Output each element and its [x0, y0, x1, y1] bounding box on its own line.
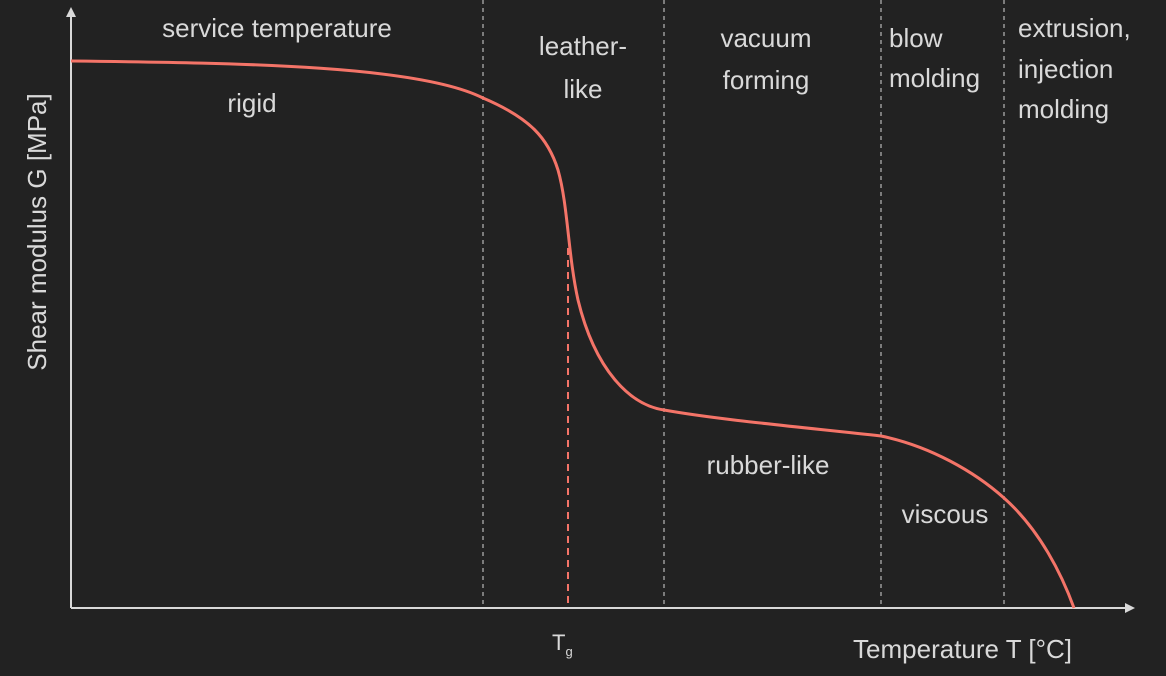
state-label-rubber-like: rubber-like — [707, 450, 830, 480]
tg-label: Tg — [552, 630, 573, 659]
x-axis-label: Temperature T [°C] — [853, 634, 1072, 664]
y-axis-label: Shear modulus G [MPa] — [22, 93, 52, 370]
region-label-service-temperature: service temperature — [162, 13, 392, 43]
region-label-extrusion-line2: injection — [1018, 54, 1113, 84]
region-label-blow-molding-line2: molding — [889, 63, 980, 93]
region-label-vacuum-forming-line2: forming — [723, 65, 810, 95]
region-label-leather-like-line2: like — [563, 74, 602, 104]
region-label-leather-like-line1: leather- — [539, 31, 627, 61]
region-label-extrusion-line1: extrusion, — [1018, 13, 1131, 43]
tg-label-subscript: g — [565, 644, 572, 659]
state-label-rigid: rigid — [227, 88, 276, 118]
tg-label-main: T — [552, 630, 565, 655]
region-label-extrusion-line3: molding — [1018, 94, 1109, 124]
region-label-vacuum-forming-line1: vacuum — [720, 23, 811, 53]
region-label-blow-molding-line1: blow — [889, 23, 943, 53]
modulus-curve — [70, 59, 1076, 609]
state-label-viscous: viscous — [902, 499, 989, 529]
